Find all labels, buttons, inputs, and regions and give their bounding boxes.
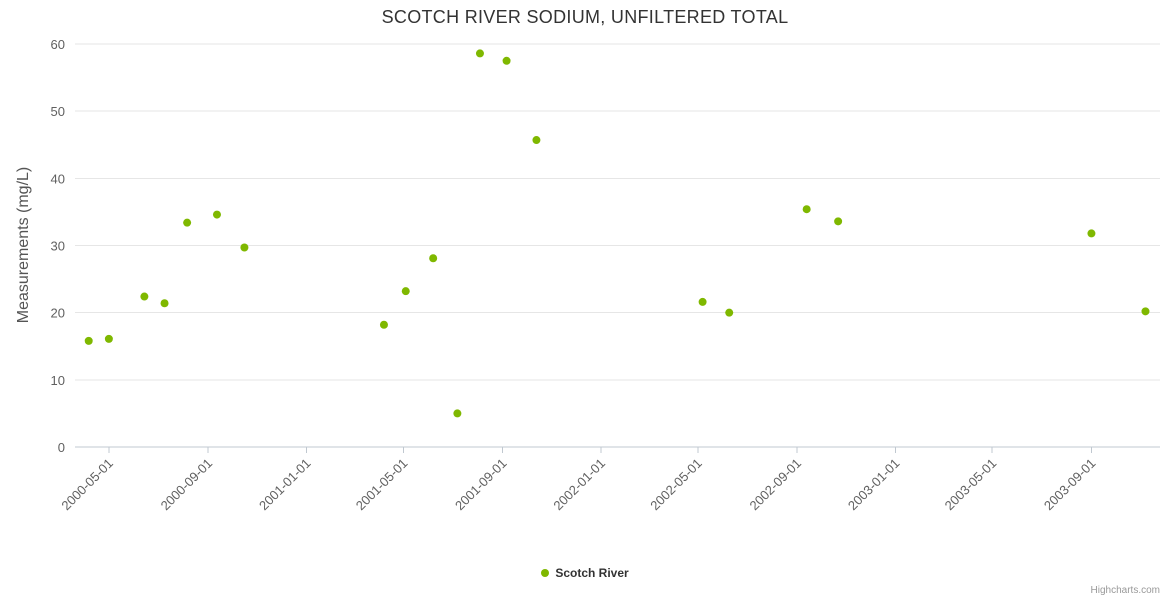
data-point[interactable]	[183, 218, 192, 227]
data-point[interactable]	[453, 409, 462, 418]
x-axis-tick-label: 2001-01-01	[256, 456, 314, 514]
x-axis-tick-label: 2002-09-01	[746, 456, 804, 514]
data-point[interactable]	[1087, 229, 1096, 238]
x-axis-tick-label: 2001-09-01	[452, 456, 510, 514]
data-point[interactable]	[401, 287, 410, 296]
data-point[interactable]	[379, 320, 388, 329]
credits-link[interactable]: Highcharts.com	[1090, 585, 1160, 596]
x-axis-tick-label: 2003-05-01	[942, 456, 1000, 514]
data-point[interactable]	[104, 334, 113, 343]
x-axis-tick-label: 2002-05-01	[647, 456, 705, 514]
x-axis-tick-label: 2000-05-01	[58, 456, 116, 514]
data-point[interactable]	[140, 292, 149, 301]
data-point[interactable]	[725, 308, 734, 317]
data-point[interactable]	[84, 336, 93, 345]
data-point[interactable]	[532, 136, 541, 145]
legend-marker-icon	[541, 568, 550, 577]
data-point[interactable]	[212, 210, 221, 219]
y-axis-tick-label: 60	[51, 37, 65, 52]
chart-title: SCOTCH RIVER SODIUM, UNFILTERED TOTAL	[381, 7, 789, 27]
y-axis-tick-label: 40	[51, 171, 65, 186]
x-axis-tick-label: 2001-05-01	[353, 456, 411, 514]
data-point[interactable]	[475, 49, 484, 58]
y-axis-tick-label: 30	[51, 239, 65, 254]
x-axis-tick-label: 2003-09-01	[1041, 456, 1099, 514]
x-axis-tick-label: 2000-09-01	[158, 456, 216, 514]
y-axis-tick-label: 50	[51, 104, 65, 119]
x-axis-tick-label: 2002-01-01	[550, 456, 608, 514]
data-point[interactable]	[802, 205, 811, 214]
y-axis-tick-label: 20	[51, 306, 65, 321]
y-axis-tick-label: 0	[58, 440, 65, 455]
data-point[interactable]	[160, 299, 169, 308]
data-point[interactable]	[429, 254, 438, 263]
legend-item[interactable]: Scotch River	[0, 566, 1170, 580]
x-axis-tick-label: 2003-01-01	[845, 456, 903, 514]
data-point[interactable]	[240, 243, 249, 252]
data-point[interactable]	[698, 297, 707, 306]
data-point[interactable]	[502, 56, 511, 65]
legend-label: Scotch River	[555, 566, 629, 580]
y-axis-tick-label: 10	[51, 373, 65, 388]
data-point[interactable]	[834, 217, 843, 226]
data-point[interactable]	[1141, 307, 1150, 316]
